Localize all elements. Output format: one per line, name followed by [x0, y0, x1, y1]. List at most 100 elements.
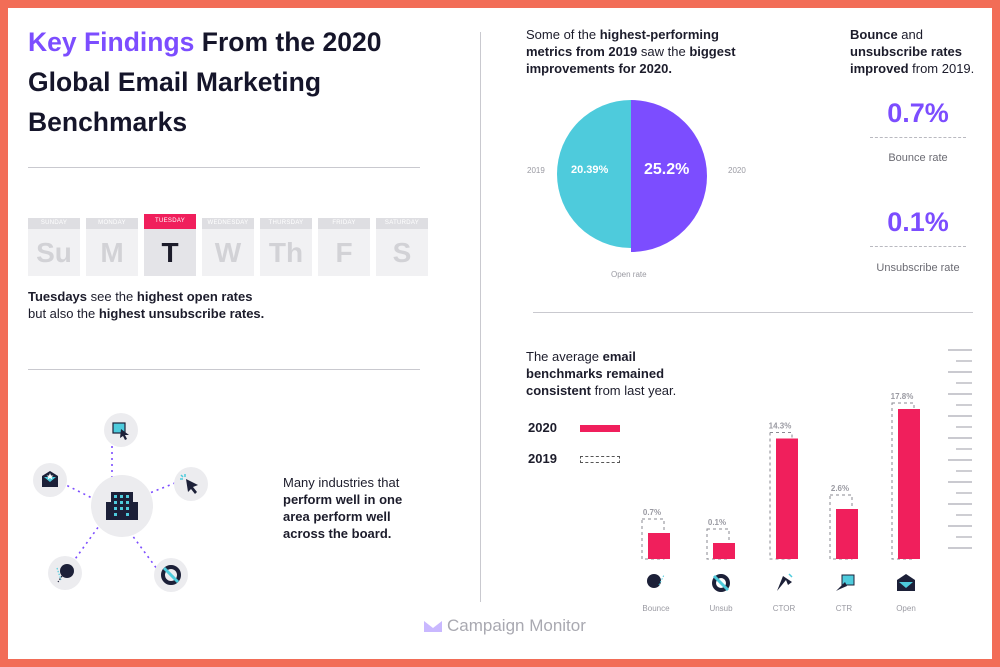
- pie-finding: Some of the highest-performing metrics f…: [526, 26, 786, 77]
- title-rest: From the 2020 Global Email Marketing Ben…: [28, 27, 382, 137]
- day-long-label: FRIDAY: [318, 218, 370, 229]
- pie-bold-2: metrics from 2019: [526, 44, 638, 59]
- pie-label-2020-value: 25.2%: [644, 161, 690, 178]
- bar-2020-ctor: [776, 438, 798, 559]
- life-ring-icon: [712, 574, 730, 592]
- bar-value-label: 2.6%: [831, 484, 849, 493]
- title-accent: Key Findings: [28, 27, 195, 57]
- building-node: [91, 475, 153, 537]
- bounce-value: 0.7%: [887, 98, 949, 128]
- cursor-icon: [777, 573, 793, 591]
- chat-node: [48, 556, 82, 590]
- day-short-label: F: [318, 229, 370, 276]
- screen-click-node: [104, 413, 138, 447]
- chat-bubble-icon: [56, 564, 74, 583]
- highest-unsub-bold: highest unsubscribe rates.: [98, 306, 265, 321]
- infographic: Key Findings From the 2020 Global Email …: [8, 8, 992, 659]
- legend-2020-swatch: [580, 425, 620, 432]
- divider: [533, 312, 973, 313]
- day-short-label: Th: [260, 229, 312, 276]
- life-ring-icon: [161, 565, 181, 585]
- vertical-divider: [480, 32, 481, 602]
- pie-bold-3: biggest: [689, 44, 736, 59]
- bar-category-label: Bounce: [642, 604, 670, 613]
- rates-text-1: and: [897, 27, 923, 42]
- dotted-divider: [870, 246, 966, 247]
- open-rate-pie: [557, 100, 707, 252]
- pie-caption: Open rate: [611, 270, 647, 279]
- tuesday-finding: Tuesdays see the highest open rates but …: [28, 288, 408, 322]
- pie-year-2019: 2019: [527, 166, 545, 175]
- day-thursday: THURSDAY Th: [260, 218, 312, 276]
- mail-node: [33, 463, 67, 497]
- day-short-label: T: [144, 229, 196, 276]
- unsub-label: Unsubscribe rate: [876, 262, 960, 274]
- day-long-label: SATURDAY: [376, 218, 428, 229]
- industries-bold-3: across the board.: [283, 526, 392, 541]
- envelope-icon: [42, 471, 58, 487]
- industries-bold-1: perform well in one: [283, 492, 403, 507]
- industries-bold-2: area perform well: [283, 509, 391, 524]
- bounce-label: Bounce rate: [888, 152, 948, 164]
- cursor-icon: [180, 474, 198, 494]
- day-sunday: SUNDAY Su: [28, 218, 80, 276]
- benchmarks-bar-chart: 0.7% Bounce 0.1% Unsub 14.3% CTOR 2.6% CTR 17.8%…: [641, 392, 920, 613]
- pie-bold-4: improvements for 2020.: [526, 61, 672, 76]
- pie-text-2: saw the: [637, 44, 690, 59]
- bar-value-label: 0.7%: [643, 508, 661, 517]
- day-short-label: W: [202, 229, 254, 276]
- bar-value-label: 17.8%: [891, 392, 914, 401]
- day-long-label: SUNDAY: [28, 218, 80, 229]
- pie-slice-2019: [557, 100, 631, 248]
- bar-value-label: 0.1%: [708, 518, 726, 527]
- brand-name: Campaign Monitor: [447, 616, 586, 635]
- pie-year-2020: 2020: [728, 166, 746, 175]
- avg-bold-1: email: [602, 349, 636, 364]
- day-long-label: WEDNESDAY: [202, 218, 254, 229]
- unsub-value: 0.1%: [887, 207, 949, 237]
- bar-2020-bounce: [648, 533, 670, 559]
- avg-text-2: from last year.: [591, 383, 677, 398]
- rates-finding: Bounce and unsubscribe rates improved fr…: [850, 26, 990, 77]
- legend-2019-swatch: [580, 456, 620, 463]
- rates-bold-1: Bounce: [850, 27, 898, 42]
- day-short-label: Su: [28, 229, 80, 276]
- bar-2020-unsub: [713, 543, 735, 559]
- brand: Campaign Monitor: [423, 616, 586, 636]
- tuesday-text-2: but also the: [28, 306, 99, 321]
- bar-category-label: CTR: [836, 604, 853, 613]
- campaign-monitor-logo-icon: [424, 621, 442, 632]
- bar-category-label: Unsub: [709, 604, 733, 613]
- divider: [28, 167, 420, 168]
- pie-text-1: Some of the: [526, 27, 600, 42]
- unsub-node: [154, 558, 188, 592]
- legend-2019-label: 2019: [528, 451, 557, 466]
- avg-bold-2: benchmarks remained: [526, 366, 665, 381]
- avg-text-1: The average: [526, 349, 603, 364]
- envelope-icon: [897, 574, 915, 591]
- industries-finding: Many industries that perform well in one…: [283, 474, 453, 542]
- click-node: [174, 467, 208, 501]
- avg-bold-3: consistent: [526, 383, 592, 398]
- pie-slice-2020: [631, 100, 707, 252]
- rates-text-2: from 2019.: [908, 61, 975, 76]
- avg-finding: The average email benchmarks remained co…: [526, 348, 726, 399]
- scale-ruler: [948, 349, 972, 549]
- tuesday-text-1: see the: [87, 289, 137, 304]
- page-title: Key Findings From the 2020 Global Email …: [28, 22, 448, 142]
- divider: [28, 369, 420, 370]
- tuesdays-bold: Tuesdays: [28, 289, 88, 304]
- day-short-label: S: [376, 229, 428, 276]
- dotted-divider: [870, 137, 966, 138]
- day-saturday: SATURDAY S: [376, 218, 428, 276]
- bar-2020-ctr: [836, 509, 858, 559]
- day-friday: FRIDAY F: [318, 218, 370, 276]
- day-long-label: THURSDAY: [260, 218, 312, 229]
- day-monday: MONDAY M: [86, 218, 138, 276]
- rates-bold-3: improved: [850, 61, 909, 76]
- building-icon: [106, 492, 138, 520]
- screen-cursor-icon: [836, 574, 855, 591]
- rates-bold-2: unsubscribe rates: [850, 44, 962, 59]
- day-tuesday: TUESDAY T: [144, 214, 196, 276]
- bar-category-label: Open: [896, 604, 916, 613]
